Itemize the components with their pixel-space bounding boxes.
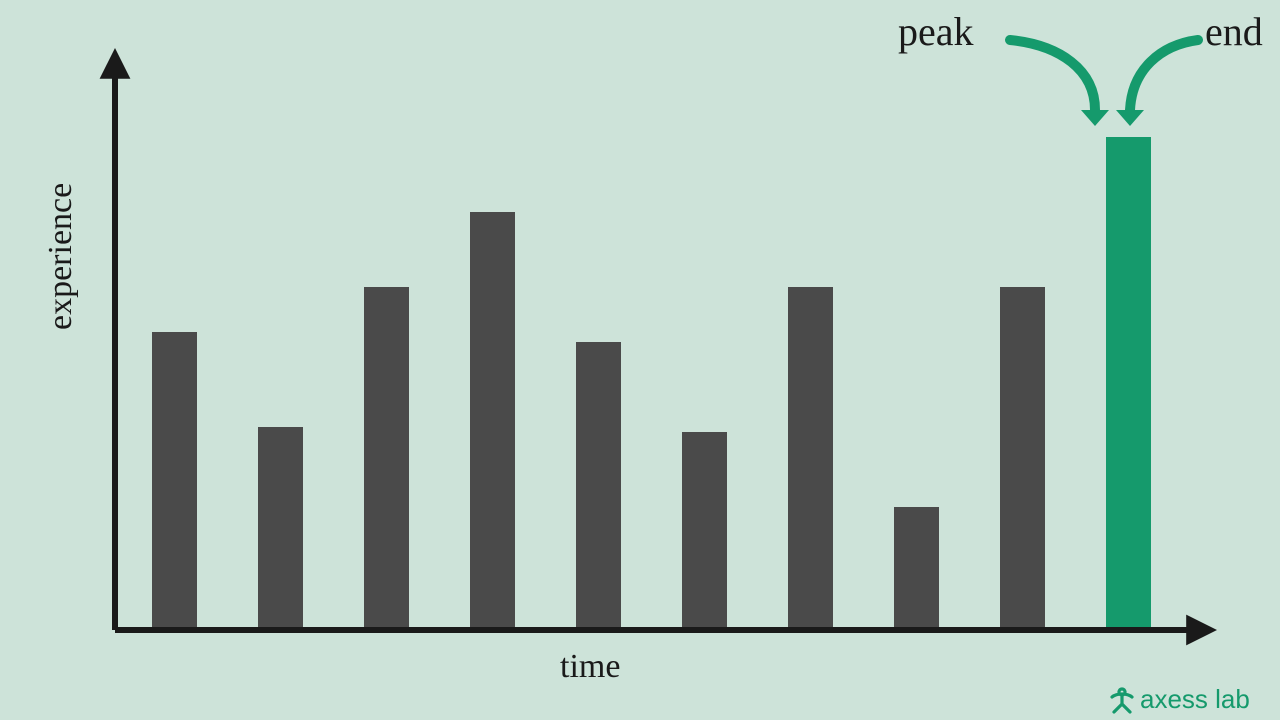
bar-peak-end — [1106, 137, 1151, 627]
bar — [788, 287, 833, 627]
axess-lab-logo-text: axess lab — [1140, 684, 1250, 715]
bar — [470, 212, 515, 627]
bar — [364, 287, 409, 627]
bar — [576, 342, 621, 627]
bars-container — [0, 0, 1280, 720]
peak-label: peak — [898, 8, 974, 55]
x-axis-label: time — [560, 648, 620, 686]
bar — [258, 427, 303, 627]
bar — [682, 432, 727, 627]
end-label: end — [1205, 8, 1263, 55]
y-axis-label: experience — [42, 183, 80, 330]
axess-lab-logo: axess lab — [1108, 684, 1250, 715]
chart-canvas: time experience peak end axess lab — [0, 0, 1280, 720]
bar — [1000, 287, 1045, 627]
axess-lab-icon — [1108, 686, 1136, 714]
bar — [894, 507, 939, 627]
bar — [152, 332, 197, 627]
